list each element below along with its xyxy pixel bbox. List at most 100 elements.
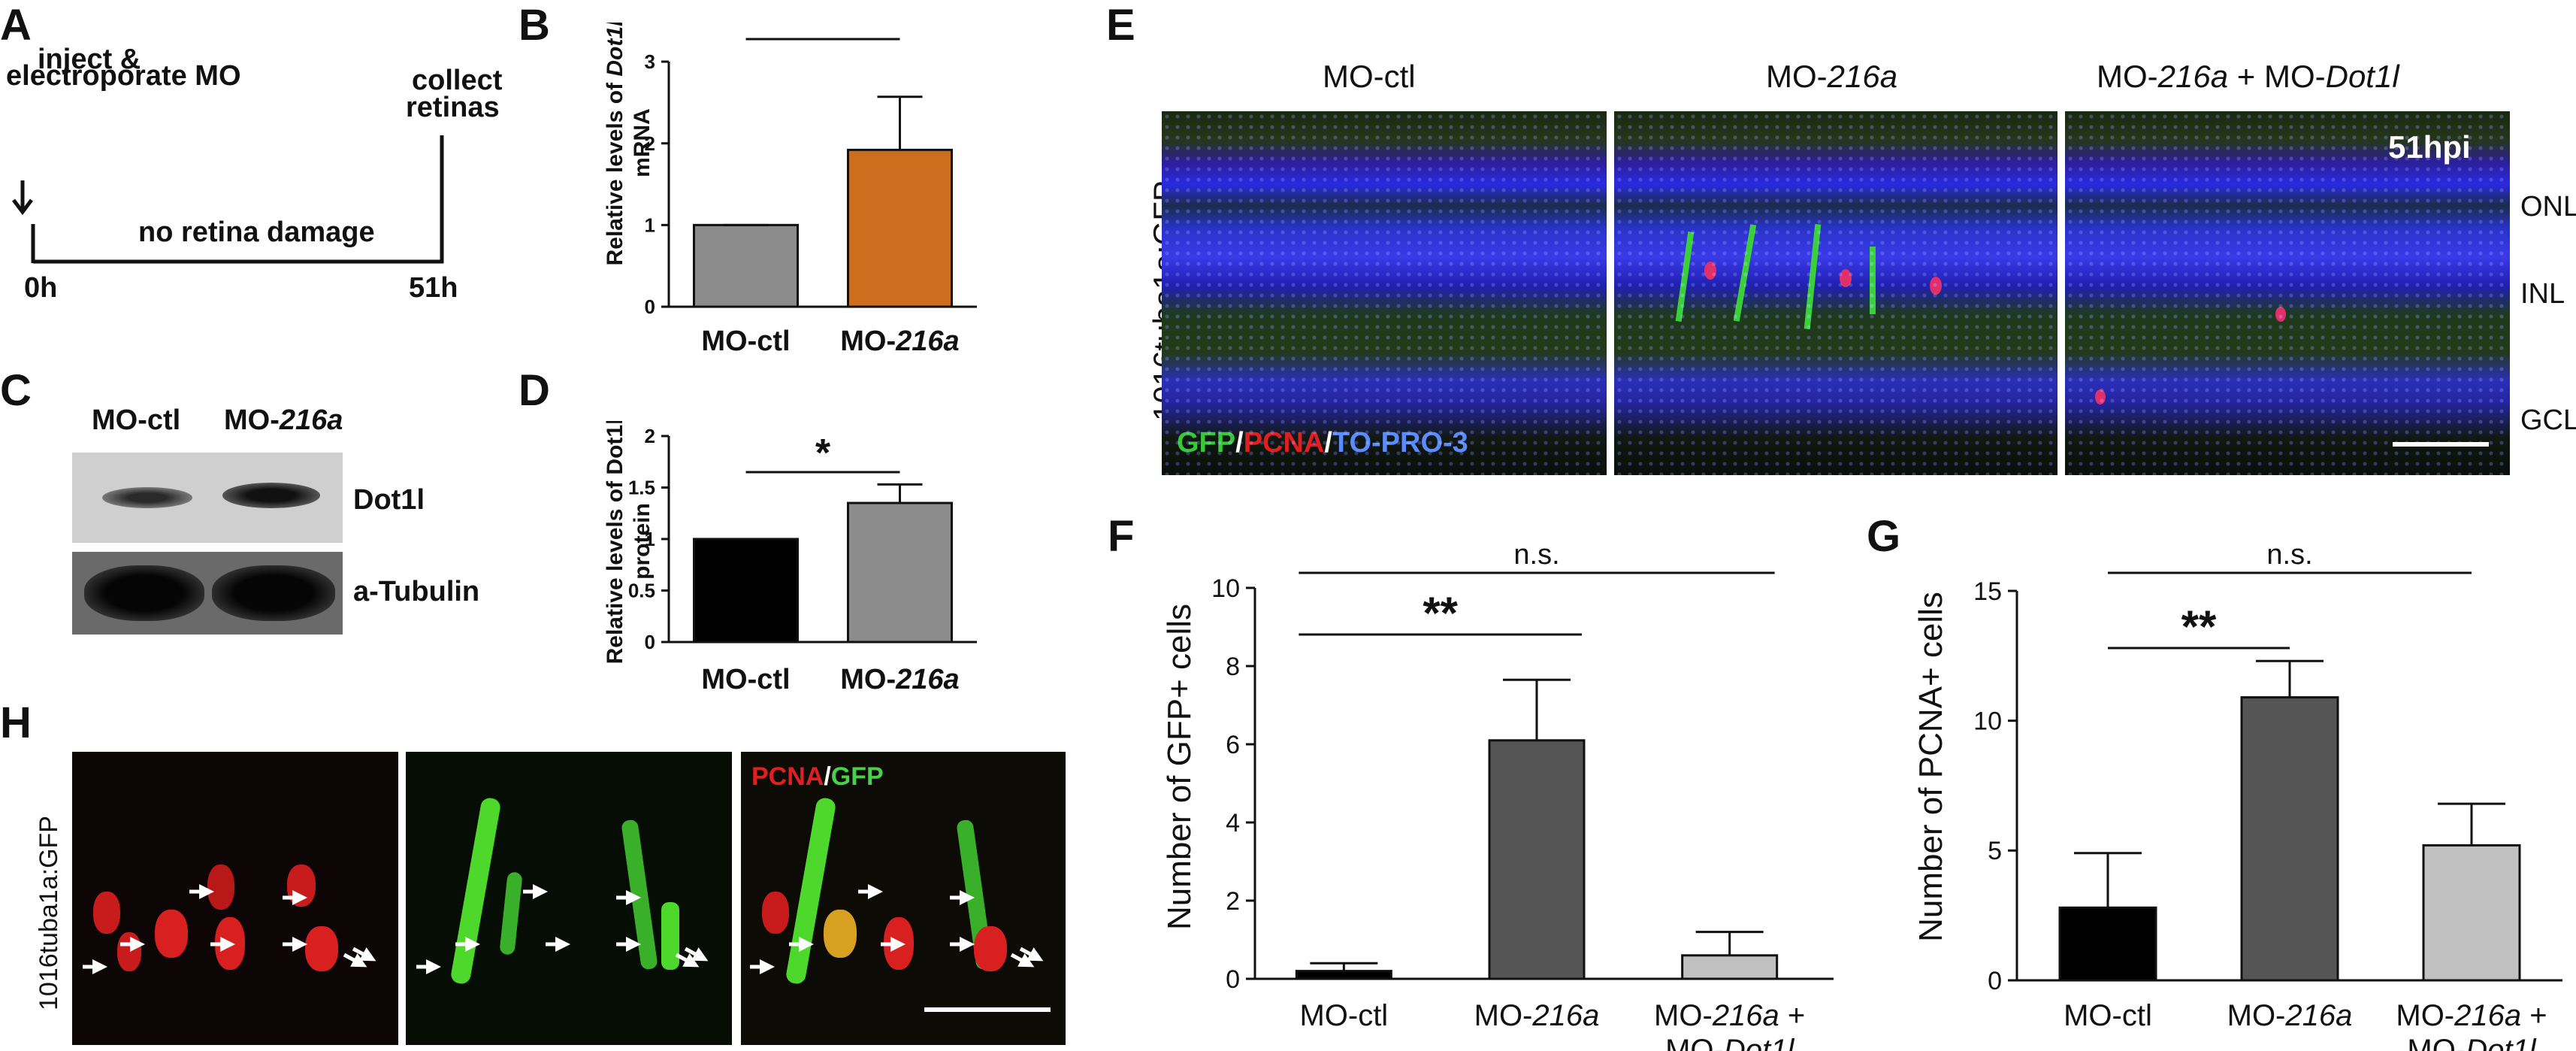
y-tick-label: 10 <box>1973 707 2002 736</box>
timeline-retinas-label: retinas <box>406 92 500 123</box>
arrow-icon <box>83 884 1044 974</box>
x-tick-label: MO-ctl <box>1299 999 1388 1032</box>
text-span: 216a <box>2454 999 2521 1032</box>
micrograph-col3-title: MO-216a + MO-Dot1l <box>2097 59 2399 94</box>
y-axis-label: Relative levels of Dot1l <box>603 23 627 265</box>
x-tick-label: MO-216a <box>840 326 959 357</box>
gfp-cell <box>1675 232 1695 322</box>
inject-arrow-icon <box>12 180 33 216</box>
y-tick-label: 1 <box>645 214 655 236</box>
panel-label-d: D <box>519 366 550 415</box>
h-arrow-overlay <box>83 884 1044 974</box>
bar <box>1488 739 1586 980</box>
blot-band <box>102 487 192 508</box>
x-tick-label: MO-216a <box>1474 999 1600 1032</box>
chart-d: 0 0.5 1 1.5 2 MO-ctl MO-216a * Relative levels o… <box>603 421 977 695</box>
pcna-cell <box>762 892 789 934</box>
text-span: MO- <box>1474 999 1533 1032</box>
text-span: mRNA <box>630 108 655 177</box>
bar <box>2240 696 2339 982</box>
y-tick-label: 2 <box>1226 887 1240 916</box>
scale-bar <box>924 1007 1051 1012</box>
y-tick-label: 1 <box>645 528 655 550</box>
pcna-cell <box>1930 277 1942 295</box>
panel-label-h: H <box>0 698 32 747</box>
text-span: protein <box>630 503 655 580</box>
y-tick-label: 0 <box>1226 965 1240 994</box>
text-span: MO-ctl <box>1299 999 1388 1032</box>
stain-legend: PCNA/GFP <box>751 762 884 791</box>
micrograph-e-mo-216a-dot1l: 51hpi <box>2065 111 2510 475</box>
bar <box>1295 970 1392 980</box>
text-span: 216a <box>895 326 960 357</box>
x-tick-label: MO-216a + <box>2396 999 2547 1032</box>
micrograph-col1-title: MO-ctl <box>1323 59 1416 94</box>
text-span: Relative levels of Dot1l <box>603 421 627 664</box>
pcna-cell <box>824 910 857 958</box>
pcna-cell <box>305 926 338 971</box>
pcna-cell <box>155 910 188 958</box>
text-span: MO- <box>2407 1034 2466 1051</box>
x-tick-label: MO-Dot1l <box>2407 1034 2536 1051</box>
bar <box>847 148 953 308</box>
x-tick-label: MO-ctl <box>701 326 790 357</box>
timeline-diagram <box>12 135 444 264</box>
blot-band <box>222 483 320 508</box>
y-tick-label: 6 <box>1226 731 1240 759</box>
chart-b: 0 1 2 3 MO-ctl MO-216a * Relative levels of Dot… <box>603 23 977 357</box>
x-tick-label: MO-216a <box>2227 999 2353 1032</box>
y-tick-label: 8 <box>1226 653 1240 681</box>
micrograph-col2-title: MO-216a <box>1766 59 1898 94</box>
y-tick-label: 0.5 <box>628 580 655 602</box>
significance-label: n.s. <box>1513 541 1559 571</box>
blot-row2-label: a-Tubulin <box>353 576 480 607</box>
x-tick-label: MO-ctl <box>2064 999 2152 1032</box>
text-span: MO- <box>1665 1034 1724 1051</box>
y-tick-label: 2 <box>645 425 655 447</box>
gfp-cell <box>1870 247 1876 314</box>
panel-label-e: E <box>1106 1 1135 50</box>
bar <box>2058 906 2157 982</box>
y-axis-label: protein <box>630 503 655 580</box>
text-span: MO- <box>840 664 896 695</box>
panel-label-f: F <box>1108 512 1135 561</box>
y-axis-label: Number of GFP+ cells <box>1161 604 1198 930</box>
timeline-end-time: 51h <box>409 272 458 304</box>
significance-label: ** <box>2181 601 2217 652</box>
y-tick-label: 0 <box>645 631 655 653</box>
micrograph-h-merge: PCNA/GFP <box>741 752 1066 1045</box>
micrograph-e-mo-216a <box>1614 111 2057 475</box>
timeline-middle-label: no retina damage <box>138 217 375 248</box>
gfp-cell <box>1733 224 1757 322</box>
y-tick-label: 10 <box>1211 574 1240 603</box>
x-tick-label: MO-216a + <box>1654 999 1805 1032</box>
timepoint-label: 51hpi <box>2388 129 2471 165</box>
text-span: MO-ctl <box>2064 999 2152 1032</box>
pcna-cell <box>1704 262 1716 280</box>
layer-label-onl: ONL <box>2520 191 2576 223</box>
panel-label-c: C <box>0 366 32 415</box>
y-axis-label: Relative levels of Dot1l <box>603 421 627 664</box>
y-tick-label: 2 <box>645 132 655 155</box>
y-tick-label: 1.5 <box>628 477 655 499</box>
timeline-axis <box>31 135 444 264</box>
text-span: MO- <box>2227 999 2286 1032</box>
blot-band <box>212 565 335 621</box>
significance-label: * <box>815 432 831 475</box>
text-span: 216a <box>2284 999 2352 1032</box>
text-span: 216a <box>1531 999 1599 1032</box>
scale-bar <box>2393 442 2489 447</box>
x-tick-label: MO-ctl <box>701 664 790 695</box>
pcna-cell <box>1840 269 1852 287</box>
y-tick-label: 0 <box>1988 967 2002 995</box>
x-tick-label: MO-216a <box>840 664 959 695</box>
blot-dot1l-strip <box>72 453 343 543</box>
significance-label: n.s. <box>2266 541 2312 571</box>
panel-label-a: A <box>0 1 32 50</box>
text-span: Relative levels of <box>603 77 627 266</box>
bar <box>1681 954 1779 980</box>
y-tick-label: 4 <box>1226 809 1240 837</box>
timeline-electroporate-label: electroporate MO <box>6 60 241 92</box>
bar <box>2422 844 2521 982</box>
